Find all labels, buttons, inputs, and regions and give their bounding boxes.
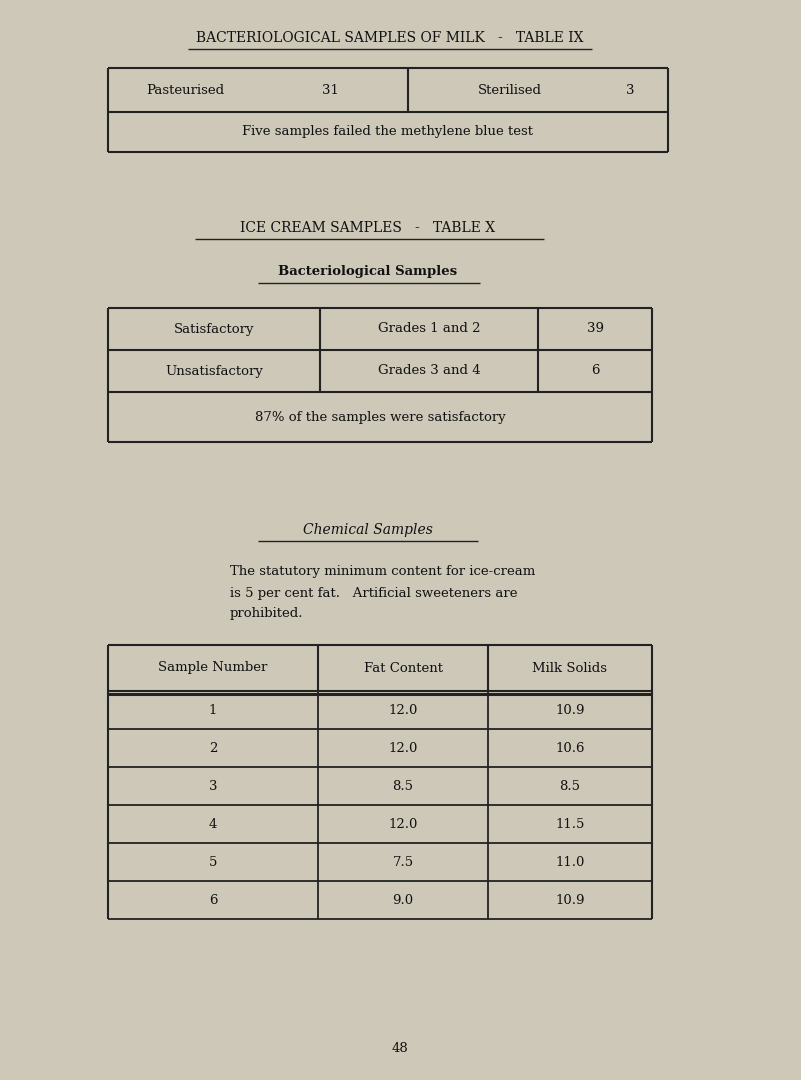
Text: Sample Number: Sample Number — [159, 661, 268, 675]
Text: Unsatisfactory: Unsatisfactory — [165, 365, 263, 378]
Text: Grades 3 and 4: Grades 3 and 4 — [378, 365, 481, 378]
Text: 5: 5 — [209, 855, 217, 868]
Text: 3: 3 — [626, 83, 634, 96]
Text: 12.0: 12.0 — [388, 703, 417, 716]
Text: 6: 6 — [209, 893, 217, 906]
Text: ICE CREAM SAMPLES   -   TABLE X: ICE CREAM SAMPLES - TABLE X — [240, 221, 496, 235]
Text: 12.0: 12.0 — [388, 742, 417, 755]
Text: Chemical Samples: Chemical Samples — [303, 523, 433, 537]
Text: Fat Content: Fat Content — [364, 661, 442, 675]
Text: 11.5: 11.5 — [555, 818, 585, 831]
Text: 10.6: 10.6 — [555, 742, 585, 755]
Text: The statutory minimum content for ice-cream: The statutory minimum content for ice-cr… — [230, 566, 535, 579]
Text: 4: 4 — [209, 818, 217, 831]
Text: 87% of the samples were satisfactory: 87% of the samples were satisfactory — [255, 410, 505, 423]
Text: 10.9: 10.9 — [555, 893, 585, 906]
Text: 6: 6 — [591, 365, 599, 378]
Text: 31: 31 — [321, 83, 339, 96]
Text: is 5 per cent fat.   Artificial sweeteners are: is 5 per cent fat. Artificial sweeteners… — [230, 586, 517, 599]
Text: 48: 48 — [392, 1041, 409, 1054]
Text: 9.0: 9.0 — [392, 893, 413, 906]
Text: prohibited.: prohibited. — [230, 607, 304, 621]
Text: 1: 1 — [209, 703, 217, 716]
Text: Grades 1 and 2: Grades 1 and 2 — [378, 323, 481, 336]
Text: 2: 2 — [209, 742, 217, 755]
Text: 39: 39 — [586, 323, 603, 336]
Text: 11.0: 11.0 — [555, 855, 585, 868]
Text: Sterilised: Sterilised — [478, 83, 542, 96]
Text: 12.0: 12.0 — [388, 818, 417, 831]
Text: 10.9: 10.9 — [555, 703, 585, 716]
Text: 7.5: 7.5 — [392, 855, 413, 868]
Text: 8.5: 8.5 — [560, 780, 581, 793]
Text: 8.5: 8.5 — [392, 780, 413, 793]
Text: Bacteriological Samples: Bacteriological Samples — [279, 266, 457, 279]
Text: Pasteurised: Pasteurised — [146, 83, 224, 96]
Text: Milk Solids: Milk Solids — [533, 661, 607, 675]
Text: BACTERIOLOGICAL SAMPLES OF MILK   -   TABLE IX: BACTERIOLOGICAL SAMPLES OF MILK - TABLE … — [196, 31, 584, 45]
Text: Five samples failed the methylene blue test: Five samples failed the methylene blue t… — [243, 125, 533, 138]
Text: 3: 3 — [209, 780, 217, 793]
Text: Satisfactory: Satisfactory — [174, 323, 254, 336]
